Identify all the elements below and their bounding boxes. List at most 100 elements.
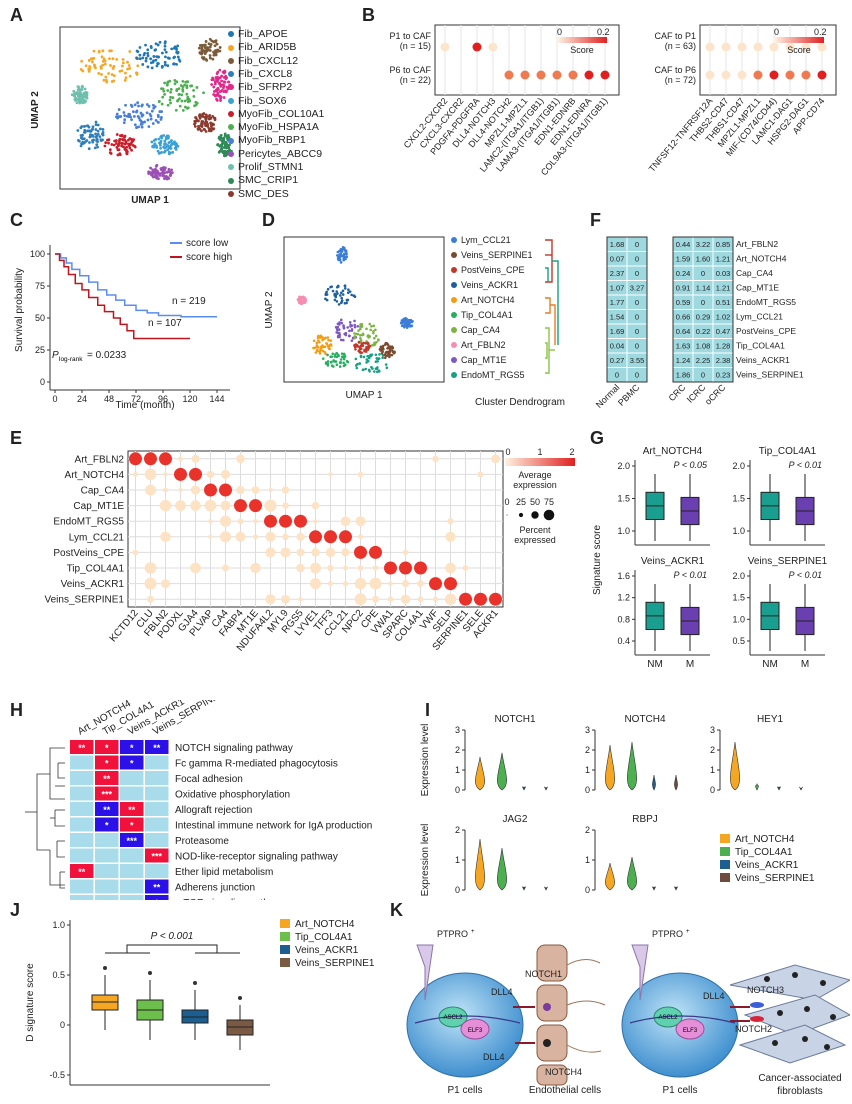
e-row-label: Veins_SERPINE1 xyxy=(45,595,125,606)
b-dot xyxy=(817,70,827,80)
h-row-label: Oxidative phosphorylation xyxy=(175,790,290,801)
umap-point xyxy=(332,359,335,362)
umap-point xyxy=(214,40,218,44)
umap-point xyxy=(402,324,405,327)
h-cell xyxy=(145,771,169,785)
g-pvalue: P < 0.01 xyxy=(789,570,822,580)
h-heatmap: Art_NOTCH4Tip_COL4A1Veins_ACKR1Veins_SER… xyxy=(25,700,372,900)
caf-label-1: Cancer-associated xyxy=(758,1073,841,1084)
umap-point xyxy=(83,130,87,134)
g-ytick-label: 1.0 xyxy=(617,526,630,536)
umap-point xyxy=(104,141,108,145)
umap-point xyxy=(192,95,196,98)
umap-point xyxy=(96,145,99,149)
km-xtick-label: 96 xyxy=(158,394,168,404)
umap-point xyxy=(368,344,371,348)
umap-point xyxy=(337,255,340,259)
f-cell-value: 0.27 xyxy=(610,356,625,365)
legend-label: SMC_DES xyxy=(238,187,289,200)
b-row-label: (n = 15) xyxy=(400,41,431,51)
umap-point xyxy=(100,73,103,76)
umap-point xyxy=(200,120,204,123)
umap-point xyxy=(408,323,411,327)
i-gene-title: JAG2 xyxy=(502,814,527,825)
umap-point xyxy=(218,138,222,141)
umap-point xyxy=(367,356,371,360)
umap-point xyxy=(137,125,141,129)
i-gene-title: HEY1 xyxy=(757,714,784,725)
e-dot xyxy=(220,469,231,479)
i-gene-title: NOTCH1 xyxy=(494,714,536,725)
umap-point xyxy=(359,323,362,326)
i-violin xyxy=(522,886,526,891)
umap-point xyxy=(148,171,152,175)
e-dot xyxy=(298,596,303,602)
umap-point xyxy=(119,115,123,118)
avg-tick: 0 xyxy=(505,447,510,457)
h-cell-sig: ** xyxy=(78,867,86,877)
avg-title: expression xyxy=(513,480,557,490)
umap-point xyxy=(123,146,127,150)
umap-point xyxy=(326,360,330,363)
umap-point xyxy=(126,67,129,71)
ptpro-sup-left: + xyxy=(471,929,475,935)
e-dot xyxy=(474,592,487,606)
i-violin xyxy=(497,752,507,791)
umap-point xyxy=(88,65,91,68)
umap-point xyxy=(145,111,149,115)
umap-point xyxy=(353,319,356,323)
h-cell xyxy=(145,802,169,816)
umap-point xyxy=(161,172,165,175)
umap-point xyxy=(163,139,167,143)
legend-label: Fib_APOE xyxy=(238,28,288,40)
umap-point xyxy=(166,89,170,92)
umap-point xyxy=(342,258,345,262)
legend-label: MyoFib_COL10A1 xyxy=(238,107,325,120)
legend-label: Fib_CXCL12 xyxy=(238,54,299,67)
km-n-low: n = 219 xyxy=(172,296,206,307)
umap-point xyxy=(163,60,167,64)
umap-point xyxy=(210,78,214,82)
ptpro-label-left: PTPRO xyxy=(437,929,468,939)
umap-point xyxy=(79,144,83,148)
umap-point xyxy=(373,370,376,373)
umap-point xyxy=(371,367,374,370)
umap-point xyxy=(298,298,302,302)
e-dot xyxy=(129,452,142,466)
umap-point xyxy=(372,324,376,328)
umap-point xyxy=(167,135,170,139)
umap-point xyxy=(97,71,101,75)
notch2-label: NOTCH2 xyxy=(735,1024,772,1034)
umap-point xyxy=(82,94,86,97)
umap-point xyxy=(341,254,344,258)
legend-item: Fib_SOX6 xyxy=(228,95,286,107)
umap-point xyxy=(151,103,155,107)
e-dot xyxy=(310,578,321,590)
i-ylabel: Expression level xyxy=(420,824,431,897)
umap-point xyxy=(102,78,106,82)
umap-point xyxy=(387,345,390,349)
e-dot xyxy=(146,595,155,603)
legend-dot xyxy=(451,252,457,258)
f-cell-value: 2.37 xyxy=(610,269,625,278)
legend-dot xyxy=(228,57,234,64)
umap-point xyxy=(342,357,346,361)
f-cell-value: 0 xyxy=(635,313,639,322)
umap-point xyxy=(105,80,109,84)
km-xtick-label: 48 xyxy=(104,394,114,404)
f-row-label: Art_FBLN2 xyxy=(736,239,778,249)
umap-point xyxy=(336,292,339,295)
umap-point xyxy=(154,168,158,172)
umap-point xyxy=(166,144,170,147)
umap-point xyxy=(366,341,370,345)
legend-dot xyxy=(451,237,457,243)
umap-point xyxy=(189,84,192,88)
legend-dot xyxy=(228,97,234,104)
f-cell-value: 1.21 xyxy=(716,284,731,293)
umap-point xyxy=(123,138,127,142)
e-dot xyxy=(355,516,366,527)
umap-point xyxy=(200,129,203,133)
legend-dot xyxy=(228,111,234,118)
umap-point xyxy=(78,97,82,101)
umap-point xyxy=(350,329,354,332)
